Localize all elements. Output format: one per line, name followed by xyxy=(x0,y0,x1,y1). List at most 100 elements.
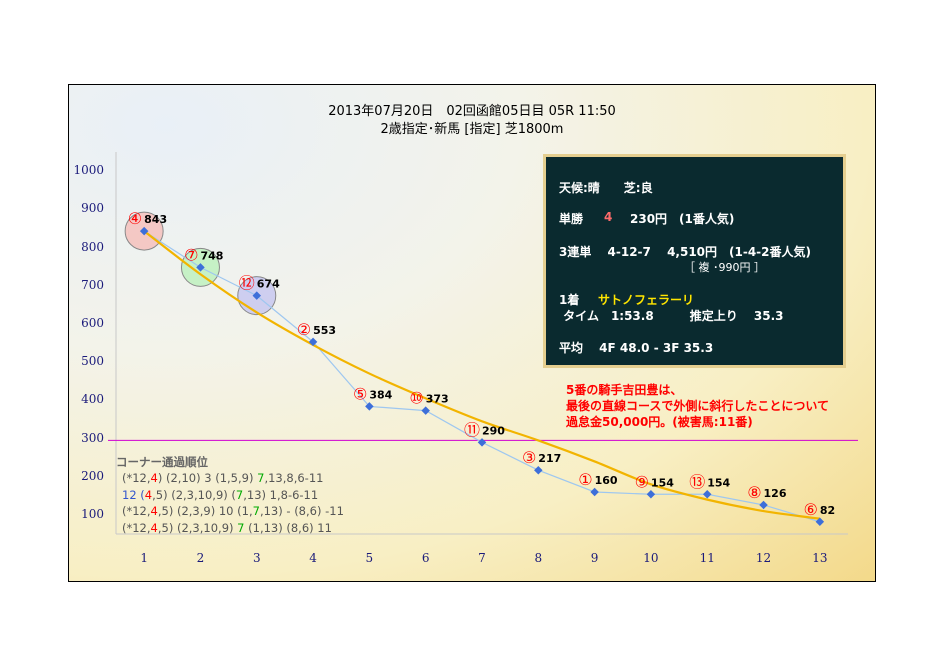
value-label: 154 xyxy=(651,476,674,489)
value-label: 384 xyxy=(369,388,392,401)
data-point xyxy=(646,490,656,499)
box-text: ［ 複 ･990円 ］ xyxy=(684,261,765,274)
y-tick-label: 900 xyxy=(81,201,104,216)
corner-order-segment: ,5) (2,3,10,9) ( xyxy=(152,487,236,502)
time-text: タイム 1:53.8 推定上り 35.3 xyxy=(559,309,784,323)
chart-subtitle: 2歳指定･新馬 [指定] 芝1800m xyxy=(380,122,564,137)
corner-order-segment: (*12, xyxy=(122,471,151,485)
y-tick-label: 500 xyxy=(81,354,104,369)
average-text: 平均 4F 48.0 - 3F 35.3 xyxy=(559,341,714,355)
value-label: 373 xyxy=(426,393,449,406)
corner-order-segment: ,13) 1,8-6-11 xyxy=(243,487,319,502)
notice-line-1: 5番の騎手吉田豊は、 xyxy=(566,383,683,397)
trifecta-text: 3連単 4-12-7 4,510円 (1-4-2番人気) xyxy=(559,245,812,259)
horse-number-label: ⑦ xyxy=(184,245,198,264)
horse-number-label: ⑧ xyxy=(747,483,761,502)
data-point xyxy=(702,490,712,499)
corner-order-row: (*12,4) (2,10) 3 (1,5,9) 7,13,8,6-11 xyxy=(122,471,323,485)
x-tick-label: 10 xyxy=(643,551,659,565)
race-info-box: 天候:晴 芝:良 単勝 4 230円 (1番人気) 3連単 4-12-7 4,5… xyxy=(543,154,846,368)
y-tick-label: 600 xyxy=(81,315,104,330)
y-tick-label: 1000 xyxy=(73,163,104,178)
data-point xyxy=(139,226,149,236)
corner-order-segment: ,5) (2,3,10,9) xyxy=(157,520,238,535)
data-point xyxy=(534,465,543,475)
corner-order-row: (*12,4,5) (2,3,9) 10 (1,7,13) - (8,6) -1… xyxy=(122,504,344,518)
data-point xyxy=(421,406,430,415)
horse-number-label: ⑥ xyxy=(804,500,818,519)
y-tick-label: 700 xyxy=(81,277,104,292)
horse-number-label: ⑪ xyxy=(464,420,480,439)
x-tick-label: 3 xyxy=(252,551,261,565)
data-point xyxy=(477,438,487,447)
corner-order-row: (*12,4,5) (2,3,10,9) 7 (1,13) (8,6) 11 xyxy=(122,521,332,535)
notice-line-2: 最後の直線コースで外側に斜行したことについて xyxy=(566,399,830,413)
horse-number-label: ① xyxy=(578,470,592,489)
corner-order-segment: 7 xyxy=(235,487,244,502)
corner-order-segment: 4 xyxy=(150,504,158,518)
corner-title: コーナー通過順位 xyxy=(116,455,208,469)
value-label: 290 xyxy=(482,424,505,437)
y-tick-label: 100 xyxy=(81,506,104,521)
horse-number-label: ⑫ xyxy=(239,274,255,293)
x-tick-label: 2 xyxy=(196,551,205,565)
data-point xyxy=(196,263,205,272)
corner-order-row: 12 (4,5) (2,3,10,9) (7,13) 1,8-6-11 xyxy=(122,488,318,502)
value-label: 748 xyxy=(200,249,223,262)
horse-number-label: ④ xyxy=(128,209,142,228)
y-tick-label: 300 xyxy=(81,430,104,445)
corner-order-segment: 7 xyxy=(252,504,260,518)
x-tick-label: 12 xyxy=(755,551,772,565)
corner-order-segment: (*12, xyxy=(122,504,151,518)
notice-line-3: 過怠金50,000円。(被害馬:11番) xyxy=(566,415,753,429)
corner-order-segment: 12 ( xyxy=(122,487,145,502)
x-tick-label: 5 xyxy=(365,551,374,565)
horse-number-label: ② xyxy=(297,320,311,339)
data-point xyxy=(308,337,318,347)
corner-order-segment: ) (2,10) 3 (1,5,9) xyxy=(157,471,258,485)
value-label: 126 xyxy=(764,487,787,500)
value-label: 82 xyxy=(820,504,835,517)
weather-text: 天候:晴 芝:良 xyxy=(559,181,653,195)
value-label: 154 xyxy=(707,476,730,489)
corner-order-segment: ,13,8,6-11 xyxy=(264,471,324,485)
data-point xyxy=(365,402,374,411)
y-tick-label: 400 xyxy=(81,392,104,407)
horse-number-label: ⑩ xyxy=(409,389,423,408)
corner-order-segment: ,13) - (8,6) -11 xyxy=(259,504,344,518)
x-tick-label: 13 xyxy=(812,551,828,565)
win-label: 単勝 xyxy=(559,212,584,226)
corner-order-segment: 7 xyxy=(237,520,245,535)
horse-number-label: ③ xyxy=(522,448,536,467)
y-tick-label: 200 xyxy=(81,468,104,483)
horse-number-label: ⑤ xyxy=(353,384,367,403)
y-tick-label: 800 xyxy=(81,239,104,254)
value-label: 217 xyxy=(538,452,561,465)
data-point xyxy=(252,291,262,300)
x-tick-label: 1 xyxy=(140,551,148,565)
winner-name: サトノフェラーリ xyxy=(598,293,695,307)
x-tick-label: 9 xyxy=(590,551,599,565)
data-point xyxy=(759,500,768,510)
chart-title: 2013年07月20日 02回函館05日目 05R 11:50 xyxy=(328,104,616,119)
corner-order-segment: 4 xyxy=(144,487,153,502)
corner-order-segment: ,5) (2,3,9) 10 (1, xyxy=(157,504,253,518)
corner-order-segment: (1,13) (8,6) 11 xyxy=(244,520,332,535)
x-tick-label: 6 xyxy=(421,551,430,565)
x-tick-label: 8 xyxy=(534,551,543,565)
data-point xyxy=(815,517,825,527)
horse-number-label: ⑬ xyxy=(689,472,705,491)
horse-number-label: ⑨ xyxy=(635,472,649,491)
data-point xyxy=(590,487,599,497)
corner-order-segment: 4 xyxy=(150,520,158,535)
win-number: 4 xyxy=(604,210,613,224)
value-label: 674 xyxy=(257,278,280,291)
corner-order-segment: (*12, xyxy=(122,520,151,535)
corner-order-segment: 4 xyxy=(150,471,158,485)
win-payout: 230円 (1番人気) xyxy=(630,212,735,226)
value-label: 843 xyxy=(144,213,167,226)
value-label: 160 xyxy=(595,474,618,487)
value-label: 553 xyxy=(313,324,336,337)
x-tick-label: 7 xyxy=(478,551,486,565)
